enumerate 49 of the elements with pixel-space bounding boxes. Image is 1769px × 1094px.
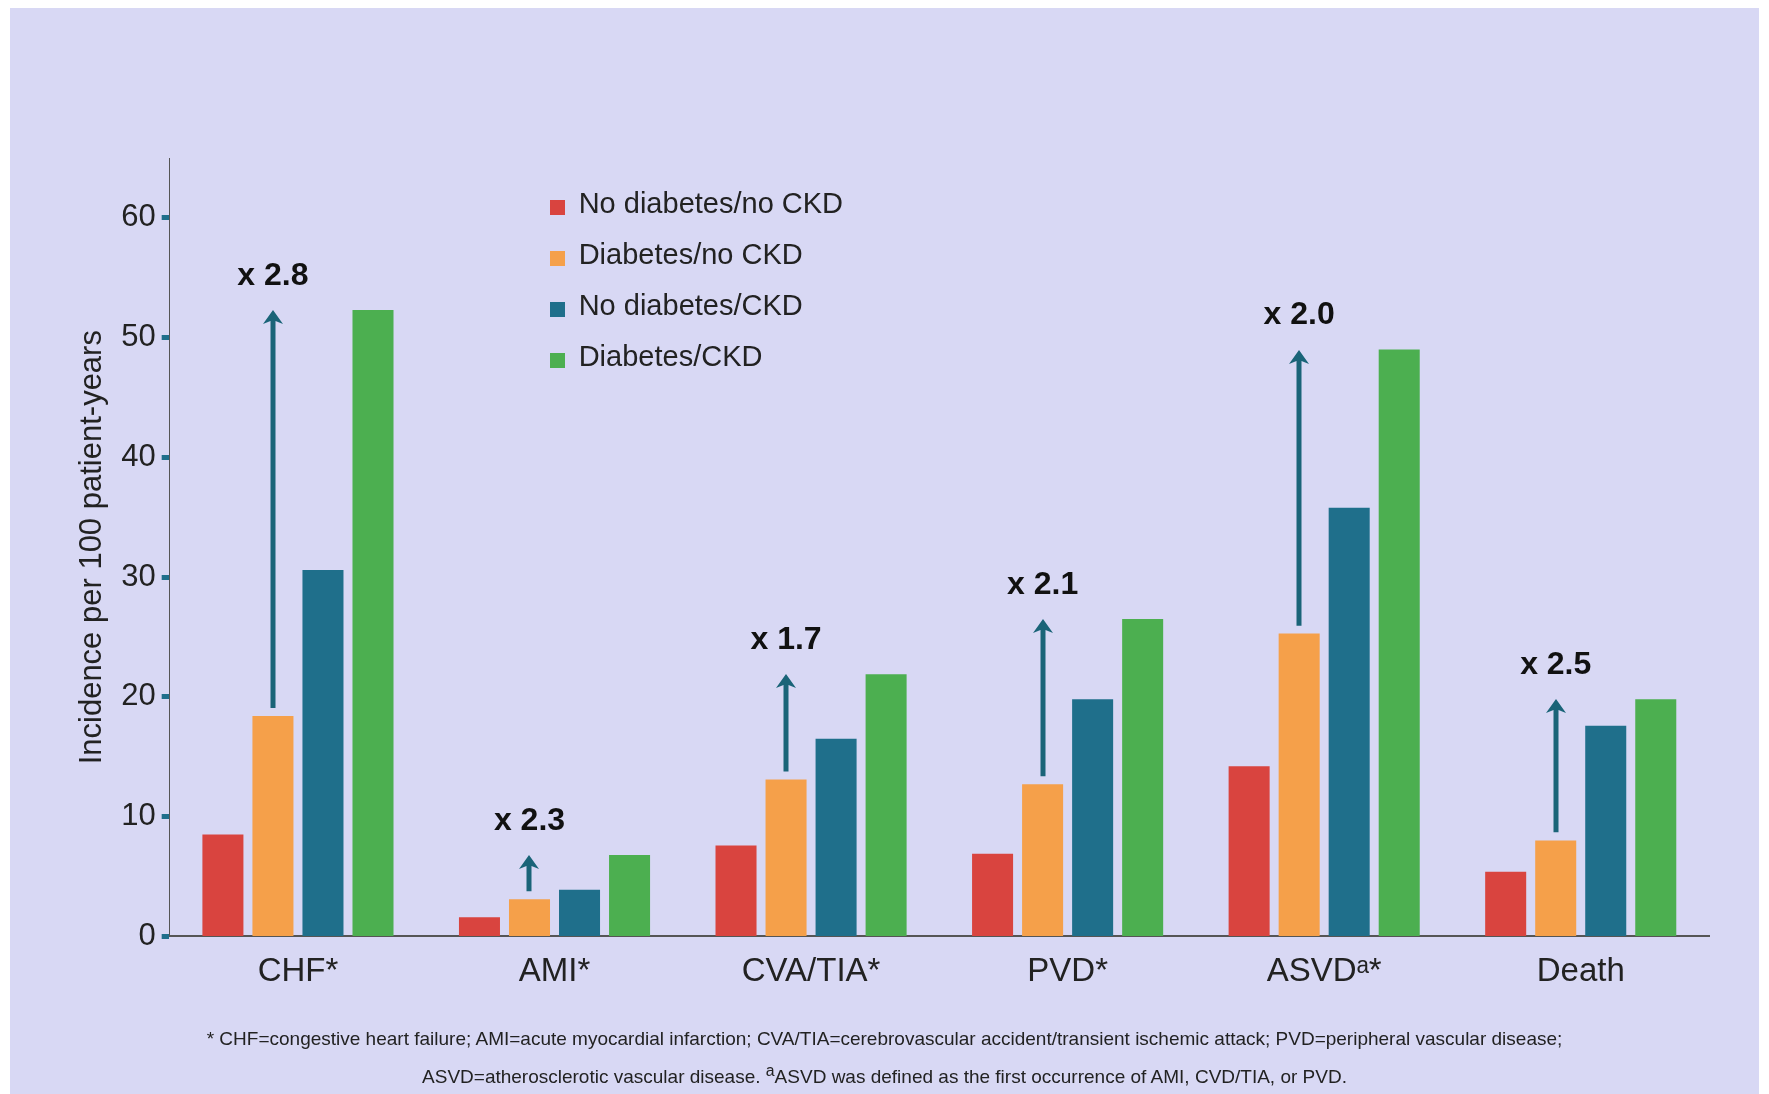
bar: [252, 716, 294, 936]
y-axis-title: Incidence per 100 patient-years: [73, 330, 109, 765]
bar: [559, 889, 601, 936]
annotation: x 2.5: [1520, 645, 1592, 682]
bar: [1635, 699, 1677, 936]
legend-label: No diabetes/no CKD: [577, 186, 844, 221]
bar: [302, 569, 344, 936]
bar: [202, 834, 244, 936]
annotation: x 2.1: [1007, 564, 1079, 601]
text: * CHF=congestive heart failure; AMI=acute myocardial infarction; CVA/TIA=cerebrovascular accident/transient ischemic attack; PVD=peripheral vascular disease; ASVD=atherosclerotic vascular disease. $^{a}$ASVD was defined as the first occurrence of AMI, CVD/TIA, or PVD.: [205, 1027, 1564, 1090]
x-tick-label: AMI*: [518, 951, 591, 989]
legend-label: Diabetes/CKD: [577, 339, 764, 374]
bar: [972, 853, 1014, 936]
bar: [458, 917, 500, 936]
y-tick-label: 60: [121, 198, 156, 234]
bar: [1072, 699, 1114, 936]
bar: [1485, 871, 1527, 936]
bar: [1228, 766, 1270, 936]
annotation: x 2.8: [237, 255, 309, 292]
y-tick-label: 10: [121, 797, 156, 833]
bar: [865, 674, 907, 936]
bar: [1022, 784, 1064, 936]
bar: [1378, 349, 1420, 936]
bar: [609, 854, 651, 936]
y-tick-label: 50: [121, 318, 156, 354]
bar: [1535, 840, 1577, 936]
bar: [1585, 725, 1627, 936]
legend-label: Diabetes/no CKD: [577, 237, 804, 272]
x-tick-label: Death: [1536, 951, 1625, 989]
bar: [352, 310, 394, 936]
bar: [1122, 619, 1164, 936]
x-tick-label: PVD*: [1027, 951, 1109, 989]
y-tick-label: 20: [121, 677, 156, 713]
y-tick-label: 40: [121, 437, 156, 473]
bar: [715, 845, 757, 936]
bar: [1328, 507, 1370, 936]
x-tick-label: CHF*: [257, 951, 339, 989]
x-tick-label: CVA/TIA*: [741, 951, 881, 989]
annotation: x 2.3: [493, 800, 566, 837]
x-tick-label: ASVDᵃ*: [1266, 951, 1382, 989]
y-tick-label: 30: [121, 557, 156, 593]
annotation: x 2.0: [1263, 295, 1335, 332]
bar: [508, 899, 551, 936]
bar: [1278, 633, 1320, 936]
bar: [815, 738, 857, 936]
legend-label: No diabetes/CKD: [577, 288, 804, 323]
y-tick-label: 0: [138, 916, 156, 952]
bar: [765, 779, 807, 936]
annotation: x 1.7: [750, 619, 822, 656]
